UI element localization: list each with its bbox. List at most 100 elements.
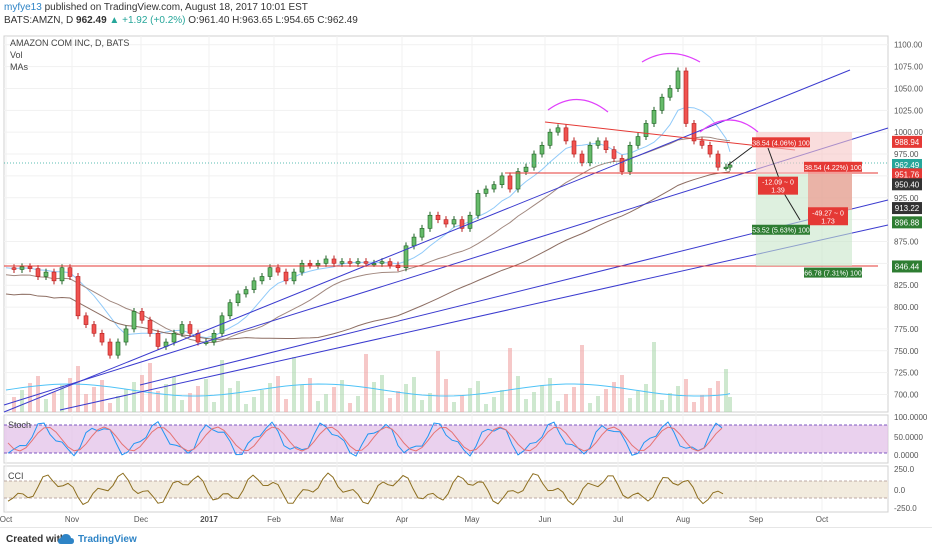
candle-body [355, 261, 361, 264]
volume-bar [676, 386, 680, 412]
candle-body [651, 110, 657, 124]
volume-bar [724, 369, 728, 412]
trend-line [3, 69, 851, 413]
publish-header: myfye13 published on TradingView.com, Au… [4, 2, 308, 13]
volume-bar [612, 382, 616, 412]
volume-bar [244, 404, 248, 412]
volume-bar [484, 404, 488, 412]
volume-bar [156, 391, 160, 412]
volume-bar [524, 399, 528, 412]
volume-bar [284, 399, 288, 412]
volume-bar [212, 402, 216, 412]
volume-bar [428, 393, 432, 412]
x-tick-label: Apr [396, 515, 409, 524]
candle-body [699, 140, 705, 146]
position-label-box [804, 267, 862, 278]
position-label-box [752, 224, 810, 235]
candle-body [259, 276, 265, 282]
price-change: ▲ +1.92 (+0.2%) [109, 15, 186, 26]
symbol-header: BATS:AMZN, D 962.49 ▲ +1.92 (+0.2%) O:96… [4, 15, 358, 26]
candle-body [19, 266, 25, 270]
last-price: 962.49 [76, 15, 107, 26]
volume-bar [148, 363, 152, 412]
volume-bar [180, 400, 184, 412]
author-name[interactable]: myfye13 [4, 2, 42, 13]
price-tag-box [892, 260, 922, 273]
volume-bar [172, 377, 176, 412]
position-label: 38.54 (4.06%) 100 [752, 140, 810, 147]
candle-body [603, 140, 609, 150]
price-tag: 913.22 [895, 204, 920, 213]
candle-body [411, 236, 417, 247]
candle-body [727, 164, 733, 168]
volume-bar [692, 402, 696, 412]
candle-body [555, 127, 561, 133]
volume-bar [228, 388, 232, 412]
candle-body [459, 219, 465, 229]
position-label: -12.09 ~ 0 [762, 180, 794, 187]
candle-body [75, 276, 81, 317]
candle-body [715, 153, 721, 168]
volume-bar [332, 387, 336, 412]
candles [11, 67, 733, 359]
legend-title: AMAZON COM INC, D, BATS [10, 38, 129, 48]
y-tick-label: 975.00 [894, 150, 919, 159]
y-tick-label: 1025.00 [894, 106, 923, 115]
volume-bar [716, 381, 720, 412]
x-tick-label: 2017 [200, 515, 218, 524]
x-tick-label: Sep [749, 515, 764, 524]
volume-bar [556, 401, 560, 412]
position-sublabel: 1.73 [821, 218, 835, 225]
candle-body [235, 293, 241, 303]
volume-bar [100, 380, 104, 412]
candle-body [659, 96, 665, 111]
x-tick-label: May [464, 515, 479, 524]
x-tick-label: Mar [330, 515, 344, 524]
price-tag: 846.44 [895, 262, 920, 271]
y-tick-label: 825.00 [894, 281, 919, 290]
volume-bar [596, 396, 600, 412]
ma-long-line [5, 171, 731, 340]
volume-bar [548, 378, 552, 412]
candle-body [283, 271, 289, 282]
candle-body [51, 271, 57, 282]
volume-bar [116, 396, 120, 412]
volume-bar [660, 400, 664, 412]
position-sublabel: 1.39 [771, 188, 785, 195]
footer: Created with TradingView [0, 527, 932, 551]
legend-vol: Vol [10, 50, 23, 60]
cci-pane: CCI 250.0 0.0 -250.0 [4, 465, 917, 513]
candle-body [315, 263, 321, 266]
y-tick-label: 775.00 [894, 325, 919, 334]
candle-body [587, 145, 593, 164]
volume-bar [300, 385, 304, 412]
position-label: 66.78 (7.31%) 100 [804, 271, 862, 278]
candle-body [451, 219, 457, 225]
price-chart[interactable]: 1100.00 1075.00 1050.00 1025.00 1000.00 975.0… [0, 0, 932, 527]
volume-bar [516, 376, 520, 412]
volume-bar [268, 383, 272, 412]
candle-body [43, 271, 49, 277]
x-tick-label: Dec [134, 515, 148, 524]
arrow-line [727, 146, 753, 166]
volume-bar [588, 403, 592, 412]
volume-bar [476, 381, 480, 412]
volume-bar [316, 401, 320, 412]
volume-bar [728, 397, 732, 412]
candle-body [547, 131, 553, 146]
y-tick-label: 1075.00 [894, 63, 923, 72]
volume-bar [420, 400, 424, 412]
candle-body [707, 145, 713, 155]
volume-bar [380, 375, 384, 412]
x-tick-label: Nov [65, 515, 79, 524]
candle-body [427, 214, 433, 229]
price-tag-box [892, 135, 922, 148]
ohlc-values: O:961.40 H:963.65 L:954.65 C:962.49 [188, 15, 358, 26]
left-shoulder-arc [547, 98, 609, 113]
candle-body [147, 319, 153, 334]
candle-body [339, 261, 345, 264]
tradingview-brand[interactable]: TradingView [78, 534, 137, 545]
volume-bar [668, 393, 672, 412]
candle-body [531, 153, 537, 168]
volume-bar [52, 392, 56, 412]
